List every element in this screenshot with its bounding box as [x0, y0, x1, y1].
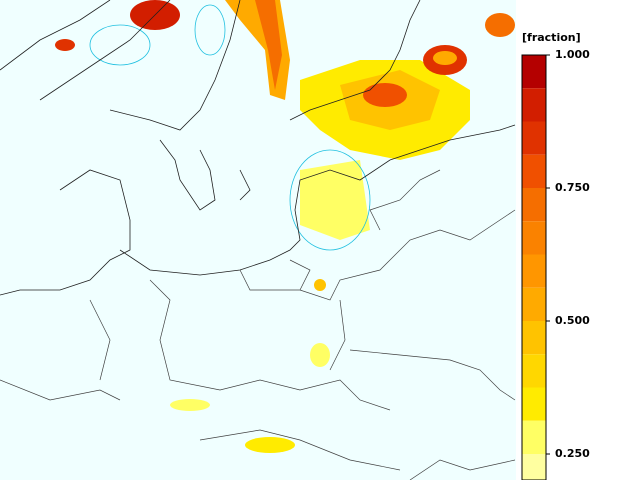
- colorbar-band: [522, 354, 546, 388]
- field-blobs: [55, 0, 515, 453]
- colorbar-title: [fraction]: [522, 31, 581, 44]
- colorbar-band: [522, 188, 546, 222]
- colorbar: [fraction] 1.000 0.750 0.500 0.250: [521, 31, 590, 480]
- colorbar-band: [522, 454, 546, 480]
- colorbar-band: [522, 55, 546, 89]
- colorbar-band: [522, 88, 546, 122]
- colorbar-tick-label: 0.250: [555, 447, 590, 460]
- colorbar-band: [522, 121, 546, 155]
- colorbar-band: [522, 321, 546, 355]
- map: [0, 0, 516, 480]
- colorbar-band: [522, 254, 546, 288]
- colorbar-band: [522, 154, 546, 188]
- colorbar-band: [522, 387, 546, 421]
- colorbar-band: [522, 287, 546, 321]
- colorbar-frame: [521, 54, 547, 480]
- colorbar-tick-label: 1.000: [555, 48, 590, 61]
- colorbar-band: [522, 221, 546, 255]
- colorbar-band: [522, 420, 546, 454]
- colorbar-tick-label: 0.500: [555, 314, 590, 327]
- colorbar-tick-label: 0.750: [555, 181, 590, 194]
